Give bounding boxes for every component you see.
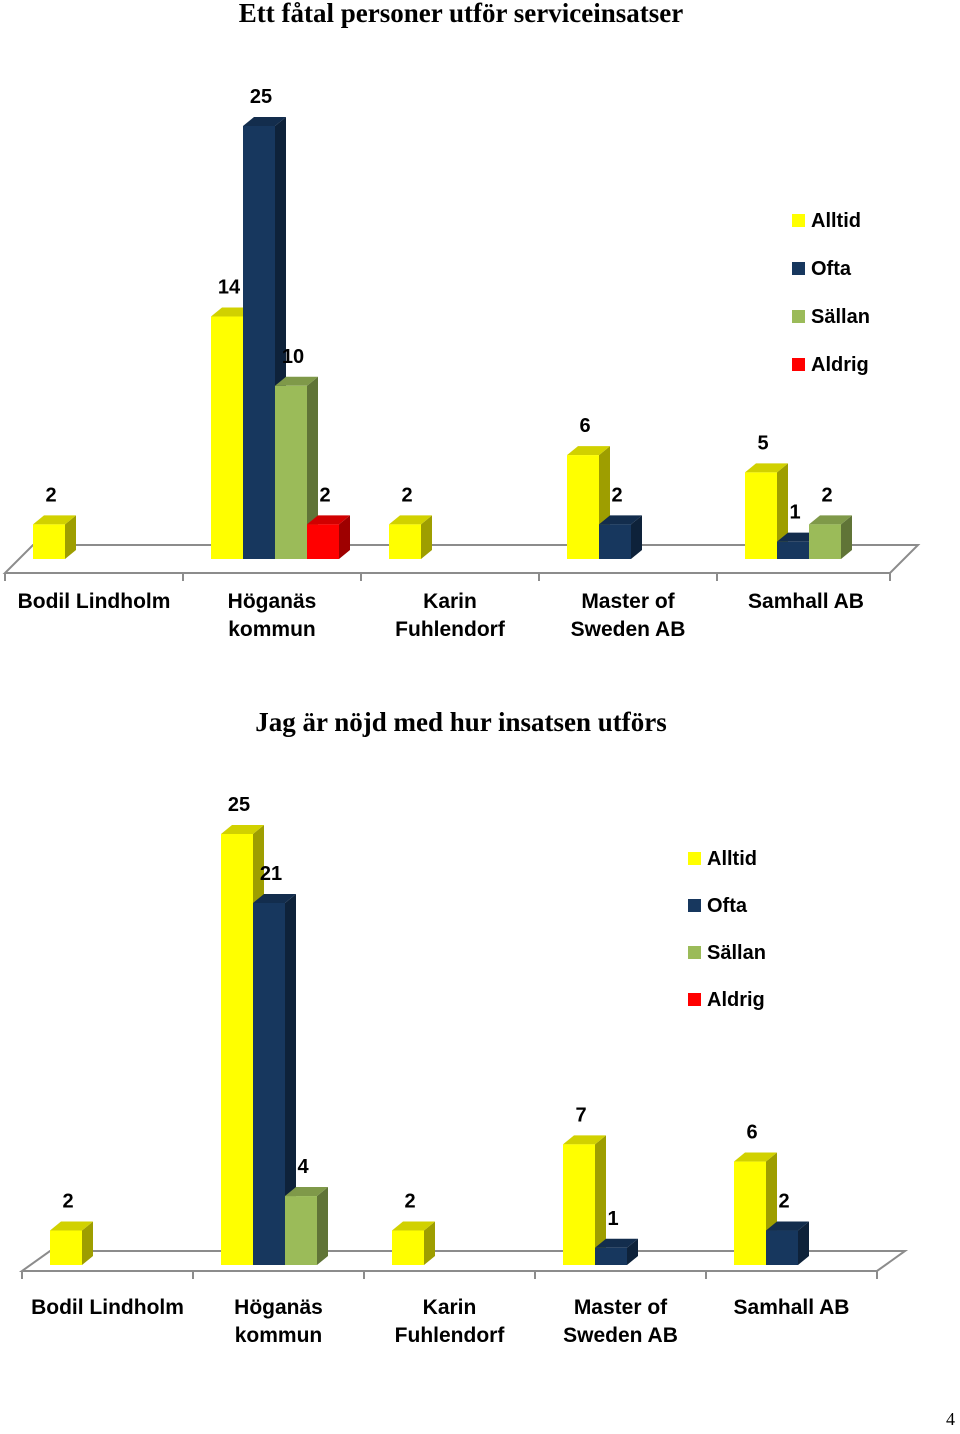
category-label-bodil-lindholm: Bodil Lindholm <box>18 590 171 613</box>
data-label-alltid-karin-fuhlendorf: 2 <box>401 484 412 506</box>
category-label-hoganas-kommun: Höganäs <box>228 590 317 613</box>
category-label-karin-fuhlendorf: Fuhlendorf <box>395 1324 506 1347</box>
category-label-karin-fuhlendorf: Karin <box>423 1296 477 1319</box>
legend-label-alltid: Alltid <box>707 848 757 870</box>
bar-alltid-karin-fuhlendorf <box>389 515 432 559</box>
data-label-alltid-hoganas-kommun: 25 <box>228 794 250 816</box>
data-label-ofta-master-of-sweden-ab: 2 <box>611 484 622 506</box>
legend-label-alltid: Alltid <box>811 210 861 232</box>
data-label-sallan-samhall-ab: 2 <box>821 484 832 506</box>
legend-swatch-alltid <box>792 214 805 227</box>
category-label-hoganas-kommun: Höganäs <box>234 1296 323 1319</box>
chart-2-title: Jag är nöjd med hur insatsen utförs <box>255 707 667 737</box>
category-label-samhall-ab: Samhall AB <box>734 1296 850 1319</box>
bar-ofta-master-of-sweden-ab <box>599 515 642 559</box>
legend-swatch-sallan <box>792 310 805 323</box>
data-label-ofta-master-of-sweden-ab: 1 <box>607 1208 618 1230</box>
category-label-master-of-sweden-ab: Sweden AB <box>563 1324 678 1347</box>
bar-alltid-master-of-sweden-ab <box>563 1135 606 1265</box>
data-label-alltid-bodil-lindholm: 2 <box>62 1191 73 1213</box>
bar-ofta-hoganas-kommun <box>253 893 296 1265</box>
data-label-alltid-master-of-sweden-ab: 7 <box>575 1104 586 1126</box>
data-label-alltid-hoganas-kommun: 14 <box>218 277 241 299</box>
category-label-master-of-sweden-ab: Sweden AB <box>571 618 686 641</box>
data-label-alltid-bodil-lindholm: 2 <box>45 484 56 506</box>
bar-alltid-bodil-lindholm <box>50 1221 93 1265</box>
bar-alltid-bodil-lindholm <box>33 515 76 559</box>
legend-swatch-sallan <box>688 946 701 959</box>
legend-label-ofta: Ofta <box>811 258 852 280</box>
category-label-karin-fuhlendorf: Karin <box>423 590 477 613</box>
legend-label-sallan: Sällan <box>811 306 870 328</box>
chart-2: Bodil Lindholm Höganäs kommun Karin Fuhlendo… <box>18 794 909 1347</box>
bar-alltid-samhall-ab <box>745 463 788 559</box>
bar-ofta-samhall-ab <box>766 1221 809 1265</box>
chart-1-title: Ett fåtal personer utför serviceinsatser <box>239 0 683 28</box>
category-label-master-of-sweden-ab: Master of <box>574 1296 668 1319</box>
category-label-samhall-ab: Samhall AB <box>748 590 864 613</box>
legend-label-aldrig: Aldrig <box>707 989 765 1011</box>
data-label-ofta-samhall-ab: 2 <box>778 1191 789 1213</box>
chart-1: Bodil Lindholm Höganäs kommun Karin Fuhlendo… <box>2 86 921 641</box>
bar-sallan-samhall-ab <box>809 515 852 559</box>
legend-swatch-ofta <box>688 899 701 912</box>
bar-aldrig-hoganas-kommun <box>307 515 350 559</box>
category-label-karin-fuhlendorf: Fuhlendorf <box>395 618 506 641</box>
data-label-ofta-hoganas-kommun: 25 <box>250 86 272 108</box>
legend-label-aldrig: Aldrig <box>811 354 869 376</box>
data-label-alltid-samhall-ab: 5 <box>757 432 768 454</box>
category-label-master-of-sweden-ab: Master of <box>581 590 675 613</box>
bar-sallan-hoganas-kommun <box>275 376 318 559</box>
data-label-ofta-hoganas-kommun: 21 <box>260 863 282 885</box>
legend-swatch-aldrig <box>792 358 805 371</box>
data-label-sallan-hoganas-kommun: 4 <box>297 1156 309 1178</box>
legend-swatch-aldrig <box>688 993 701 1006</box>
data-label-sallan-hoganas-kommun: 10 <box>282 346 304 368</box>
bar-alltid-karin-fuhlendorf <box>392 1221 435 1265</box>
data-label-alltid-karin-fuhlendorf: 2 <box>404 1191 415 1213</box>
data-label-aldrig-hoganas-kommun: 2 <box>319 484 330 506</box>
data-label-ofta-samhall-ab: 1 <box>789 502 800 524</box>
legend-label-ofta: Ofta <box>707 895 748 917</box>
legend-label-sallan: Sällan <box>707 942 766 964</box>
bar-ofta-master-of-sweden-ab <box>595 1238 638 1265</box>
page-number: 4 <box>946 1409 955 1429</box>
legend-swatch-alltid <box>688 852 701 865</box>
data-label-alltid-master-of-sweden-ab: 6 <box>579 415 590 437</box>
category-label-hoganas-kommun: kommun <box>228 618 316 641</box>
category-label-bodil-lindholm: Bodil Lindholm <box>31 1296 184 1319</box>
data-label-alltid-samhall-ab: 6 <box>746 1122 757 1144</box>
legend-swatch-ofta <box>792 262 805 275</box>
category-label-hoganas-kommun: kommun <box>235 1324 323 1347</box>
bar-sallan-hoganas-kommun <box>285 1187 328 1265</box>
